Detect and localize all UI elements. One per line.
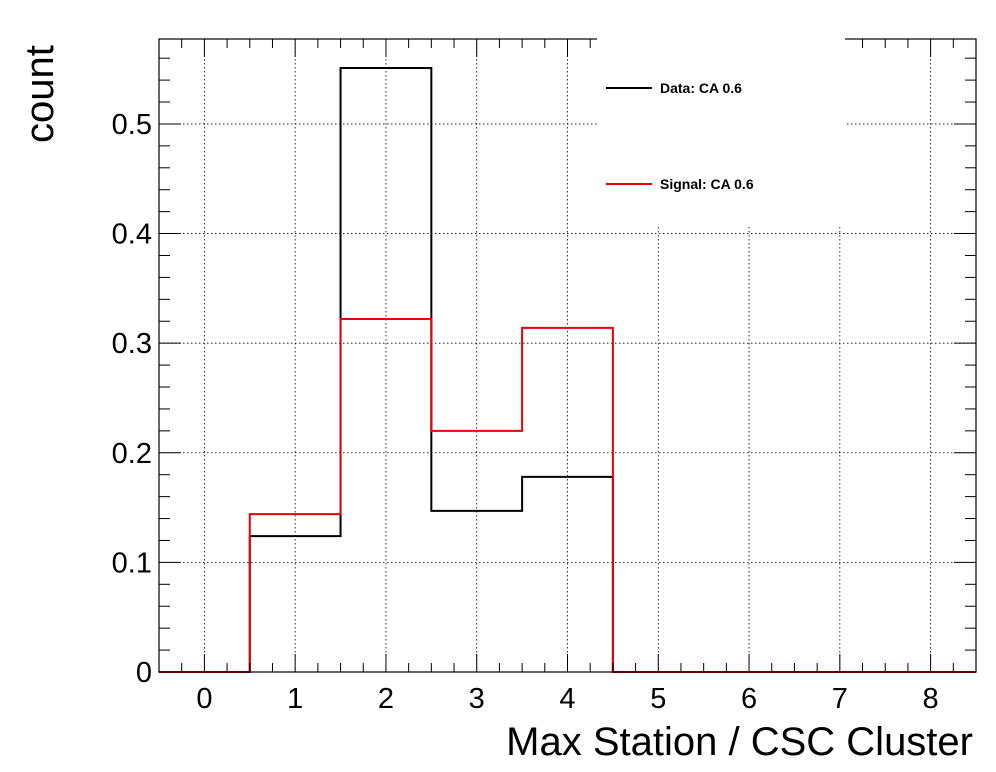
x-tick-label: 2 xyxy=(378,683,394,715)
y-tick-label: 0.3 xyxy=(112,328,152,360)
x-axis-title: Max Station / CSC Cluster xyxy=(506,720,973,764)
x-tick-label: 1 xyxy=(287,683,303,715)
x-tick-label: 0 xyxy=(196,683,212,715)
x-tick-label: 5 xyxy=(650,683,666,715)
y-tick-label: 0 xyxy=(136,657,152,689)
x-tick-label: 8 xyxy=(923,683,939,715)
legend-label: Signal: CA 0.6 xyxy=(660,176,754,192)
y-tick-label: 0.2 xyxy=(112,438,152,470)
legend-label: Data: CA 0.6 xyxy=(660,80,742,96)
y-axis-title: count xyxy=(18,45,62,143)
x-tick-label: 7 xyxy=(832,683,848,715)
x-tick-label: 3 xyxy=(469,683,485,715)
y-tick-label: 0.1 xyxy=(112,547,152,579)
series-layer xyxy=(159,67,976,673)
y-tick-label: 0.5 xyxy=(112,109,152,141)
x-tick-label: 6 xyxy=(741,683,757,715)
tick-labels: 0 1 2 3 4 5 6 7 8 0 0.1 0.2 0.3 0.4 0.5 xyxy=(112,109,939,715)
series-1-line xyxy=(159,67,976,673)
x-tick-label: 4 xyxy=(559,683,575,715)
y-tick-label: 0.4 xyxy=(112,219,152,251)
grid-lines xyxy=(159,39,976,672)
legend-box xyxy=(597,36,845,226)
legend: Data: CA 0.6 Signal: CA 0.6 xyxy=(597,36,845,226)
